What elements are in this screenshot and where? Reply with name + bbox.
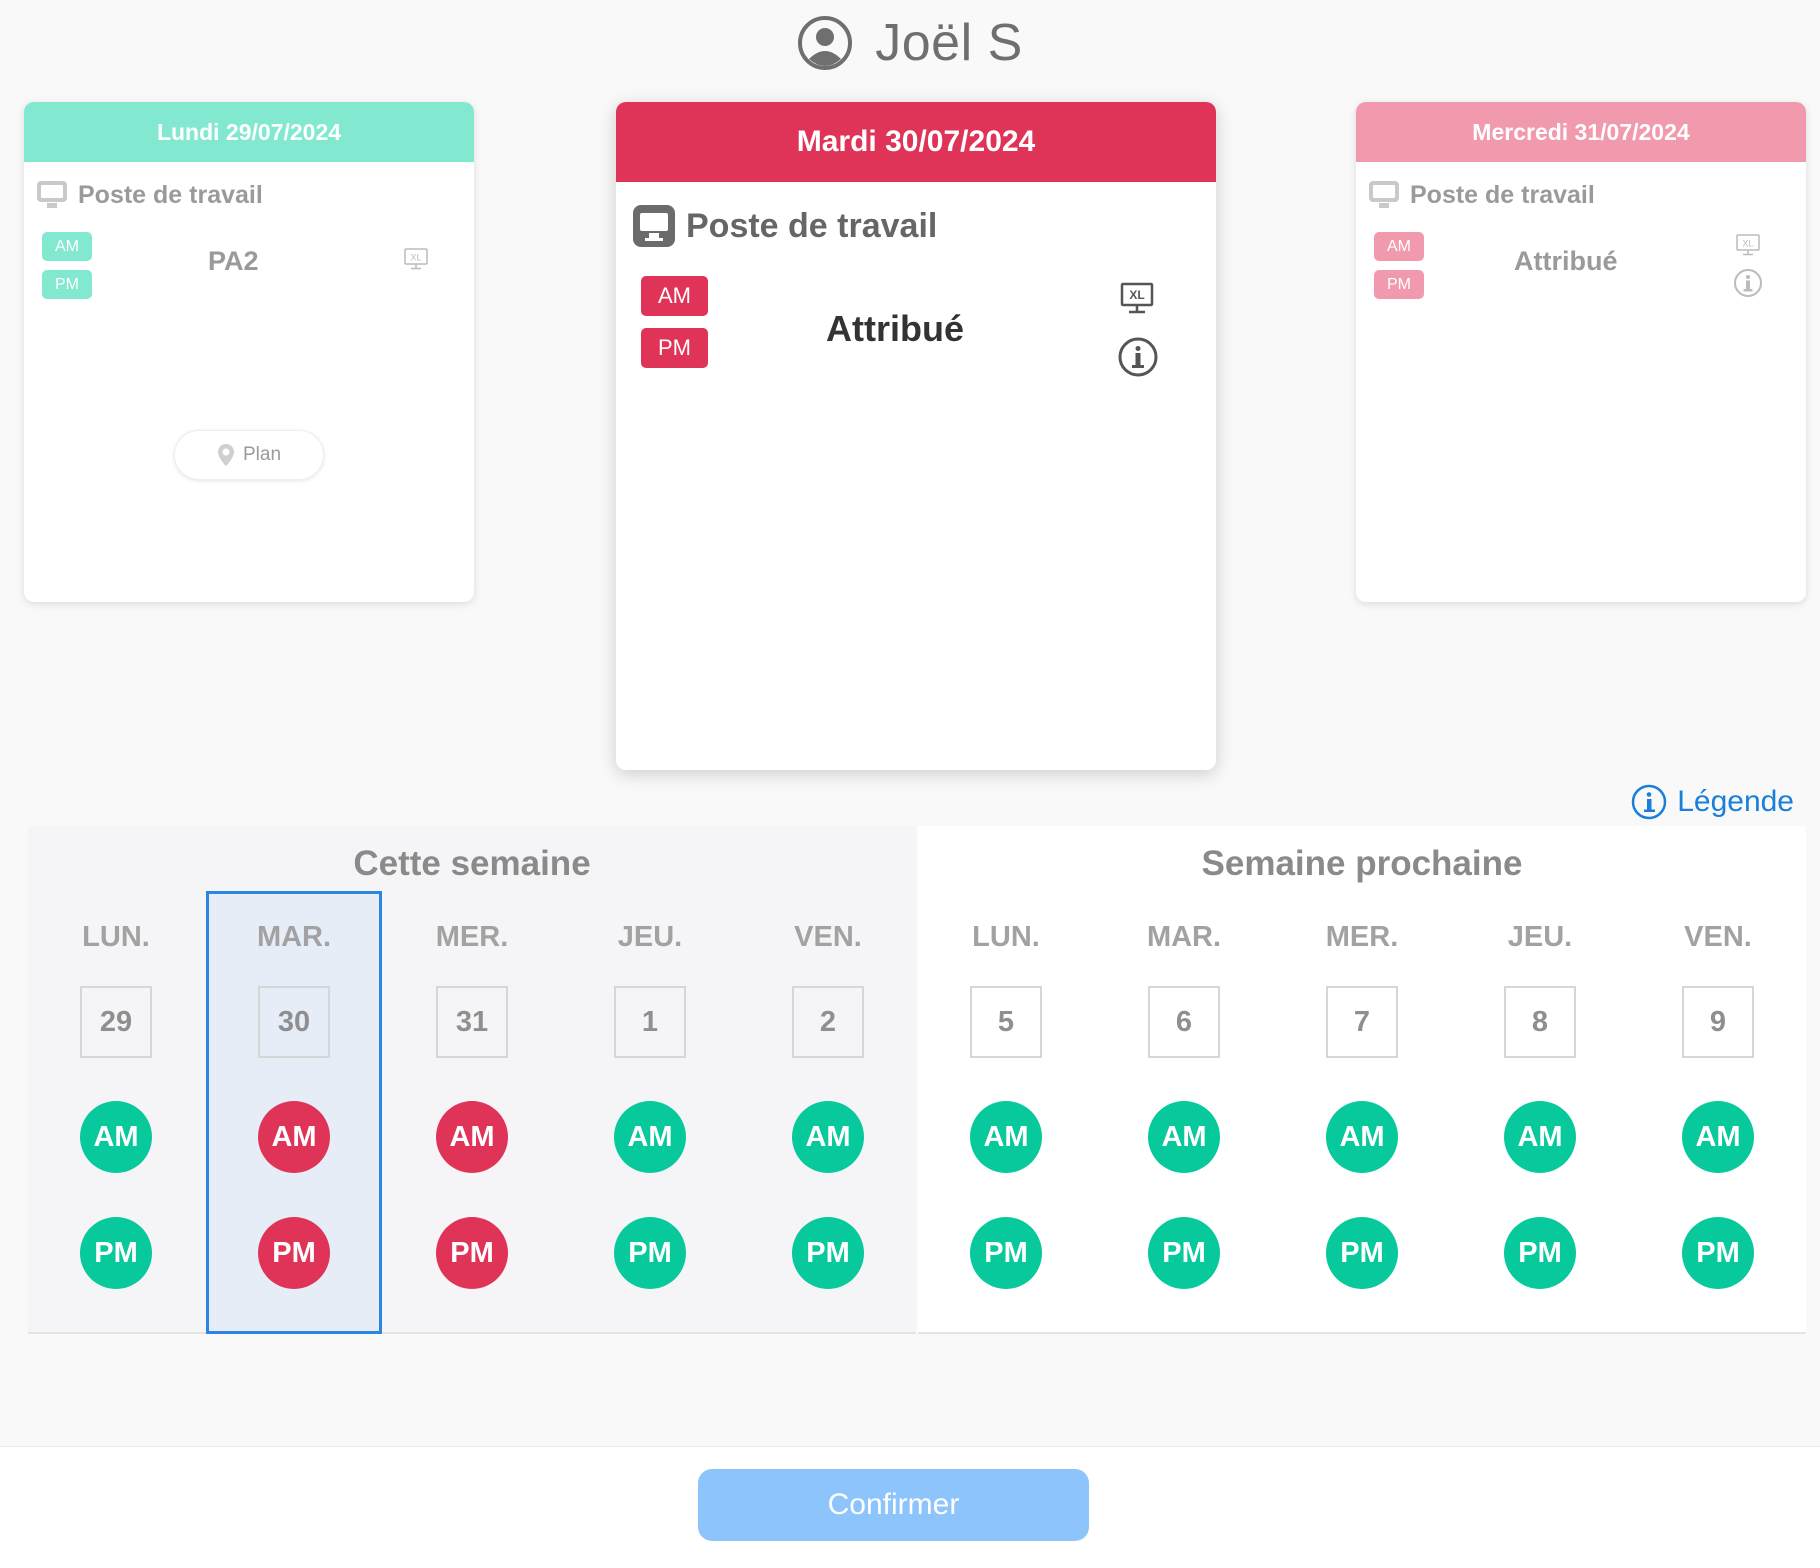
card-title: Mardi 30/07/2024 <box>616 102 1216 182</box>
day-column[interactable]: VEN. 9 AM PM <box>1630 891 1806 1334</box>
pm-slot[interactable]: PM <box>1326 1217 1398 1289</box>
info-icon <box>1631 784 1667 820</box>
am-slot[interactable]: AM <box>970 1101 1042 1173</box>
pm-slot[interactable]: PM <box>1682 1217 1754 1289</box>
plan-label: Plan <box>242 444 282 465</box>
am-slot[interactable]: AM <box>1326 1101 1398 1173</box>
day-card-tuesday[interactable]: Mardi 30/07/2024 Poste de travail AM PM … <box>616 102 1216 770</box>
day-column[interactable]: JEU. 1 AM PM <box>562 891 738 1334</box>
week-title: Semaine prochaine <box>1201 844 1523 883</box>
am-slot[interactable]: AM <box>792 1101 864 1173</box>
pm-slot[interactable]: PM <box>970 1217 1042 1289</box>
legend-label: Légende <box>1677 785 1794 818</box>
svg-text:XL: XL <box>1129 288 1144 302</box>
day-column[interactable]: LUN. 5 AM PM <box>918 891 1094 1334</box>
section-label: Poste de travail <box>1410 180 1595 209</box>
user-header: Joël S <box>0 8 1820 78</box>
am-slot[interactable]: AM <box>436 1101 508 1173</box>
card-section-header: Poste de travail <box>632 204 1216 248</box>
card-title: Mercredi 31/07/2024 <box>1356 102 1806 162</box>
monitor-icon <box>633 205 675 247</box>
am-badge: AM <box>1374 232 1424 261</box>
day-column[interactable]: MAR. 6 AM PM <box>1096 891 1272 1334</box>
day-column[interactable]: MER. 31 AM PM <box>384 891 560 1334</box>
day-label: LUN. <box>82 921 150 953</box>
pm-slot[interactable]: PM <box>436 1217 508 1289</box>
am-slot[interactable]: AM <box>258 1101 330 1173</box>
day-label: VEN. <box>794 921 862 953</box>
day-label: JEU. <box>1507 921 1573 953</box>
pm-slot[interactable]: PM <box>792 1217 864 1289</box>
pm-slot[interactable]: PM <box>1148 1217 1220 1289</box>
day-number: 1 <box>614 986 686 1058</box>
confirm-button[interactable]: Confirmer <box>698 1469 1089 1541</box>
day-number: 5 <box>970 986 1042 1058</box>
monitor-icon <box>37 181 67 208</box>
xl-screen-icon[interactable]: XL <box>1120 282 1154 314</box>
xl-screen-icon: XL <box>404 248 428 270</box>
day-label: JEU. <box>617 921 683 953</box>
am-slot[interactable]: AM <box>614 1101 686 1173</box>
pm-slot[interactable]: PM <box>1504 1217 1576 1289</box>
day-number: 7 <box>1326 986 1398 1058</box>
week-panel-next: Semaine prochaine LUN. 5 AM PM MAR. 6 AM… <box>918 826 1806 1334</box>
monitor-icon <box>1369 181 1399 208</box>
user-name: Joël S <box>875 14 1023 72</box>
week-calendar: Cette semaine LUN. 29 AM PM MAR. 30 AM P… <box>28 826 1806 1334</box>
day-number: 9 <box>1682 986 1754 1058</box>
info-icon[interactable] <box>1117 336 1159 378</box>
day-number: 2 <box>792 986 864 1058</box>
day-number: 29 <box>80 986 152 1058</box>
section-label: Poste de travail <box>686 206 938 245</box>
day-label: MER. <box>435 921 509 953</box>
day-card-monday[interactable]: Lundi 29/07/2024 Poste de travail AM PM … <box>24 102 474 602</box>
pm-badge: PM <box>1374 270 1424 299</box>
day-number: 6 <box>1148 986 1220 1058</box>
am-badge: AM <box>42 232 92 261</box>
svg-text:XL: XL <box>410 253 421 263</box>
section-label: Poste de travail <box>78 180 263 209</box>
am-slot[interactable]: AM <box>1148 1101 1220 1173</box>
card-title: Lundi 29/07/2024 <box>24 102 474 162</box>
day-card-wednesday[interactable]: Mercredi 31/07/2024 Poste de travail AM … <box>1356 102 1806 602</box>
day-column[interactable]: VEN. 2 AM PM <box>740 891 916 1334</box>
day-column[interactable]: MER. 7 AM PM <box>1274 891 1450 1334</box>
user-avatar-icon <box>798 16 853 70</box>
day-column[interactable]: JEU. 8 AM PM <box>1452 891 1628 1334</box>
assignment-status: Attribué <box>826 308 964 349</box>
am-slot[interactable]: AM <box>1504 1101 1576 1173</box>
day-label: MER. <box>1325 921 1399 953</box>
desk-name: PA2 <box>208 246 259 276</box>
week-panel-this: Cette semaine LUN. 29 AM PM MAR. 30 AM P… <box>28 826 916 1334</box>
day-column-selected[interactable]: MAR. 30 AM PM <box>206 891 382 1334</box>
day-number: 30 <box>258 986 330 1058</box>
footer-bar: Confirmer <box>0 1446 1820 1568</box>
card-section-header: Poste de travail <box>36 180 474 210</box>
day-number: 31 <box>436 986 508 1058</box>
am-badge: AM <box>641 276 708 316</box>
day-label: VEN. <box>1684 921 1752 953</box>
plan-button[interactable]: Plan <box>174 430 324 480</box>
assignment-status: Attribué <box>1514 246 1618 276</box>
legend-link[interactable]: Légende <box>1631 784 1794 820</box>
info-icon[interactable] <box>1733 268 1763 298</box>
day-label: LUN. <box>972 921 1040 953</box>
day-label: MAR. <box>256 921 332 953</box>
card-section-header: Poste de travail <box>1368 180 1806 210</box>
pm-slot[interactable]: PM <box>614 1217 686 1289</box>
pm-badge: PM <box>641 328 708 368</box>
map-pin-icon <box>217 444 234 466</box>
pm-slot[interactable]: PM <box>80 1217 152 1289</box>
xl-screen-icon[interactable]: XL <box>1736 234 1760 256</box>
week-title: Cette semaine <box>353 844 591 883</box>
day-label: MAR. <box>1146 921 1222 953</box>
pm-badge: PM <box>42 270 92 299</box>
am-slot[interactable]: AM <box>1682 1101 1754 1173</box>
day-column[interactable]: LUN. 29 AM PM <box>28 891 204 1334</box>
svg-text:XL: XL <box>1742 239 1753 249</box>
day-number: 8 <box>1504 986 1576 1058</box>
am-slot[interactable]: AM <box>80 1101 152 1173</box>
pm-slot[interactable]: PM <box>258 1217 330 1289</box>
